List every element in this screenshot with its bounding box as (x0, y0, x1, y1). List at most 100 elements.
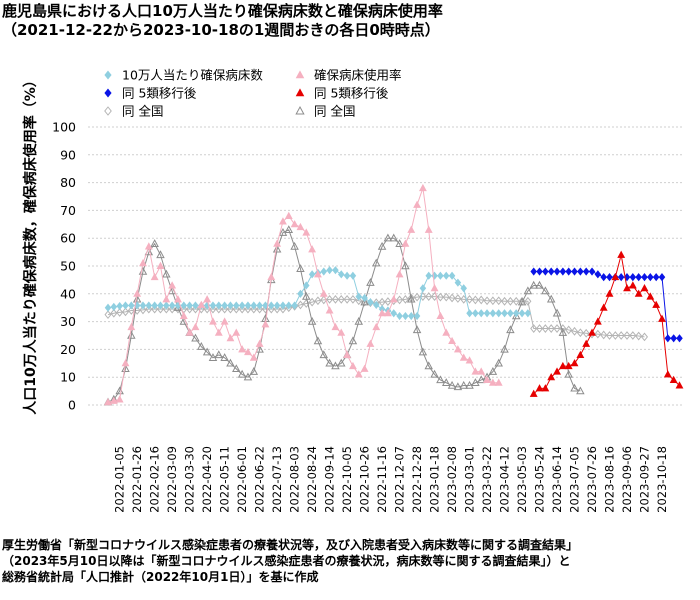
data-point (237, 369, 247, 378)
data-point (635, 273, 642, 282)
data-point (214, 328, 223, 336)
data-point (302, 228, 311, 236)
data-point (220, 353, 229, 361)
data-point (349, 294, 357, 304)
source-note: 厚生労働省「新型コロナウイルス感染症患者の療養状況等，及び入院患者受入病床数等に… (2, 537, 692, 585)
series-usage-national (103, 225, 585, 406)
data-point (285, 301, 293, 310)
data-point (412, 325, 422, 334)
data-point (488, 366, 498, 375)
data-point (186, 304, 194, 314)
data-point (570, 383, 579, 392)
data-point (442, 328, 451, 336)
legend-item-beds: 10万人当たり確保病床数 (104, 68, 263, 83)
data-point (466, 309, 473, 318)
x-tick-label: 2022-05-11 (218, 446, 232, 513)
data-point (546, 294, 556, 303)
series-usage-post (529, 250, 684, 397)
x-tick-label: 2023-02-08 (445, 446, 459, 513)
data-point (319, 350, 329, 359)
data-point (349, 361, 357, 370)
data-point (436, 311, 445, 320)
data-point (168, 281, 177, 289)
x-tick-label: 2022-12-28 (410, 446, 424, 513)
series-line-usage (107, 187, 499, 403)
data-point (623, 284, 631, 292)
data-point (128, 301, 135, 310)
data-point (261, 320, 270, 328)
data-point (471, 295, 479, 305)
data-point (104, 397, 112, 406)
data-point (582, 328, 590, 338)
data-point (250, 304, 258, 314)
data-point (214, 350, 224, 359)
data-point (413, 311, 421, 321)
data-point (448, 271, 456, 280)
data-point (617, 273, 625, 282)
data-point (279, 301, 287, 310)
data-point (536, 324, 544, 333)
data-point (284, 225, 294, 234)
data-point (658, 273, 666, 282)
data-point (150, 272, 159, 281)
data-point (191, 322, 200, 331)
data-point (354, 370, 363, 378)
data-point (203, 295, 212, 303)
data-point (279, 304, 287, 314)
data-point (209, 304, 217, 314)
legend-marker (104, 106, 112, 116)
data-point (459, 380, 468, 389)
data-point (110, 308, 118, 318)
data-point (571, 267, 578, 276)
data-point (453, 382, 463, 391)
data-point (476, 375, 486, 384)
data-point (308, 270, 316, 279)
data-point (262, 301, 269, 310)
data-point (202, 347, 212, 356)
data-point (232, 304, 240, 314)
data-point (529, 280, 538, 289)
data-point (652, 300, 661, 308)
data-point (296, 264, 305, 272)
data-point (233, 301, 240, 310)
data-point (325, 358, 334, 367)
x-tick-label: 2023-01-18 (428, 446, 442, 513)
data-point (565, 267, 572, 276)
data-point (629, 331, 637, 340)
data-point (355, 292, 363, 301)
data-point (343, 271, 351, 280)
data-point (354, 316, 364, 325)
y-tick-label: 100 (52, 120, 76, 135)
data-point (441, 378, 451, 386)
data-point (389, 233, 399, 242)
data-point (303, 281, 310, 290)
legend-label: 同 5類移行後 (314, 86, 389, 101)
data-point (577, 267, 584, 276)
data-point (536, 267, 543, 276)
data-point (418, 183, 427, 192)
y-tick-label: 70 (60, 203, 76, 218)
x-axis: 2022-01-05 2022-01-26 2022-02-16 2022-03-09… (113, 446, 669, 513)
data-point (244, 301, 252, 310)
data-point (396, 311, 403, 321)
data-point (483, 296, 491, 306)
x-tick-label: 2023-07-05 (568, 446, 582, 513)
data-point (517, 297, 527, 306)
data-point (133, 289, 142, 297)
y-axis: 0 10 20 30 40 50 60 70 80 90 100 (52, 120, 76, 413)
data-point (524, 296, 532, 306)
data-point (594, 270, 602, 279)
data-point (122, 301, 129, 310)
data-point (314, 270, 322, 278)
x-tick-label: 2023-03-22 (480, 446, 494, 513)
data-point (191, 304, 199, 314)
data-point (454, 278, 462, 287)
data-point (302, 299, 310, 308)
data-point (238, 301, 246, 310)
data-point (127, 306, 135, 315)
chart-title: 鹿児島県における人口10万人当たり確保病床数と確保病床使用率 (2, 2, 443, 20)
data-point (647, 273, 654, 282)
data-point (325, 306, 334, 314)
data-point (115, 395, 124, 403)
data-point (337, 358, 346, 367)
